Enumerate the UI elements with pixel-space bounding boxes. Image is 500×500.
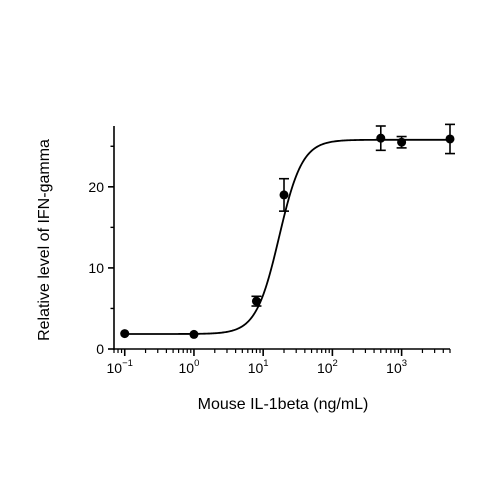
data-point (445, 134, 455, 144)
x-tick-label: 10−1 (107, 358, 133, 376)
y-tick-label: 20 (88, 179, 104, 195)
x-axis-label: Mouse IL-1beta (ng/mL) (198, 396, 369, 413)
axes-layer: 0 10 20 10−1 100 101 102 103 (88, 126, 451, 376)
data-point (376, 133, 386, 143)
x-tick-label: 101 (248, 358, 269, 376)
x-tick-label: 102 (317, 358, 338, 376)
y-tick-label: 10 (88, 260, 104, 276)
data-point (120, 329, 130, 339)
x-tick-label: 103 (386, 358, 407, 376)
x-tick-label: 100 (179, 358, 200, 376)
fit-layer (124, 138, 450, 335)
y-tick-label: 0 (96, 341, 104, 357)
data-point (397, 137, 407, 147)
data-point (279, 190, 289, 200)
data-point (251, 296, 261, 306)
points-layer (120, 123, 455, 339)
y-axis-label: Relative level of IFN-gamma (36, 139, 53, 341)
data-point (189, 329, 199, 339)
fit-curve (124, 138, 450, 335)
